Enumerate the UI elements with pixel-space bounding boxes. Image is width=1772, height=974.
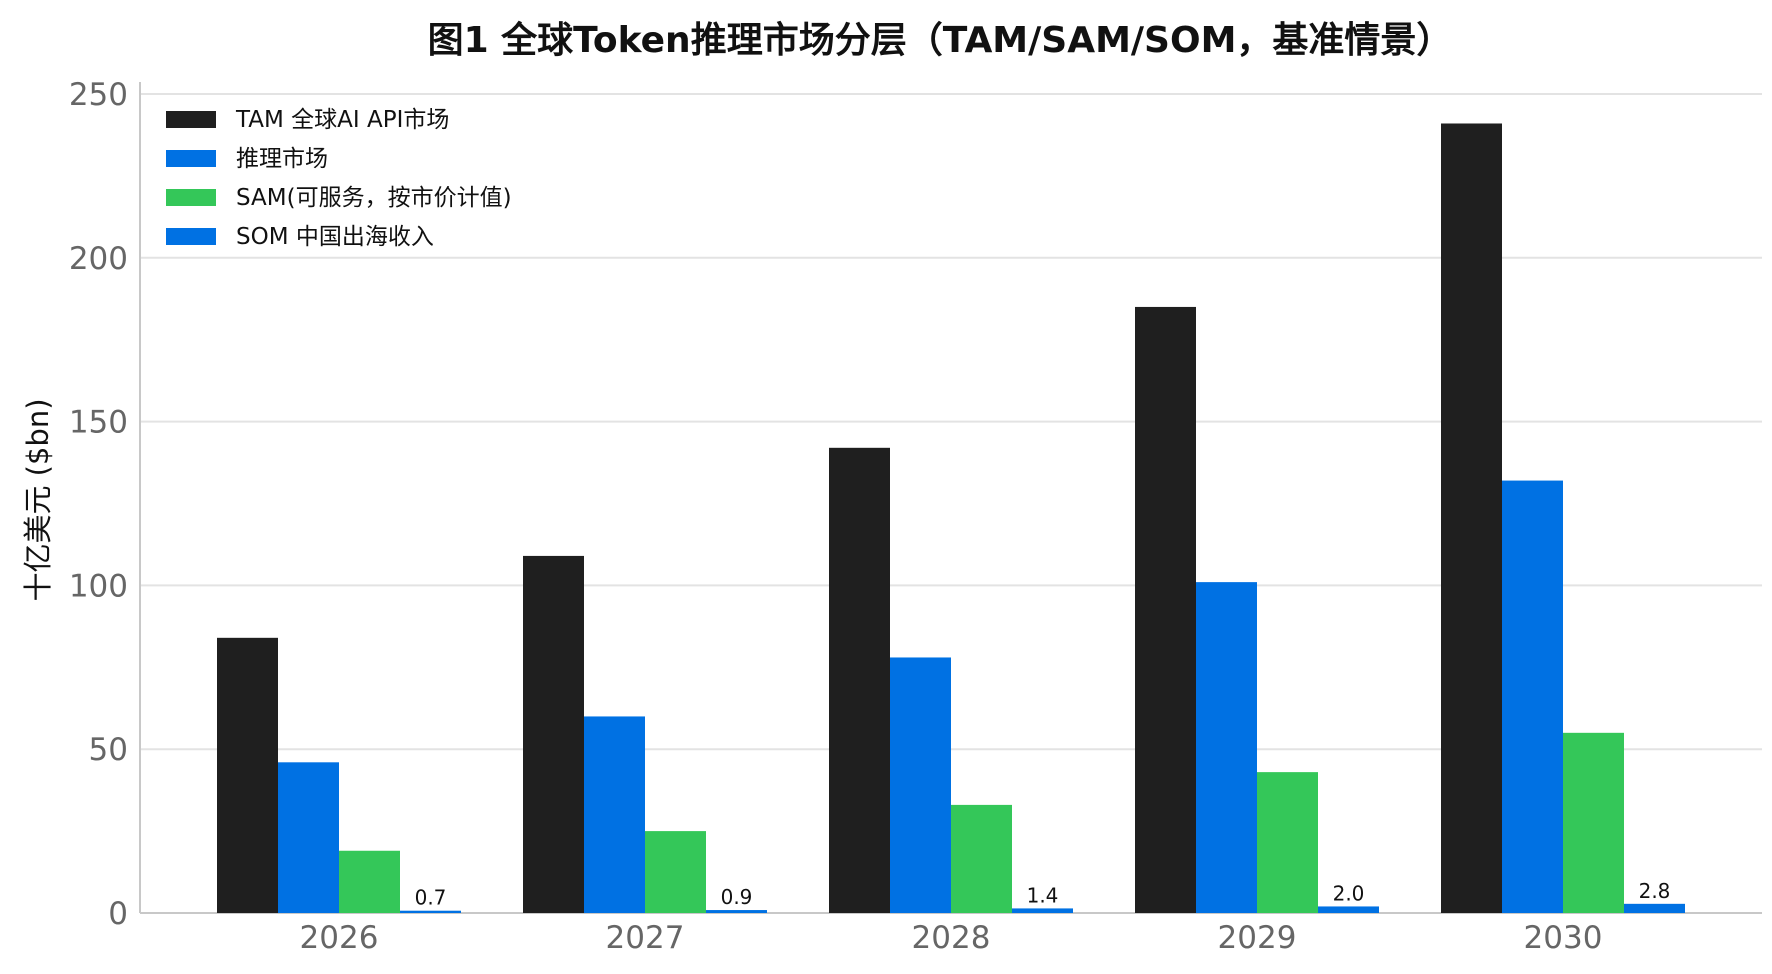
y-tick-label: 50 [89, 732, 128, 768]
bar [951, 804, 1012, 913]
bar [1624, 903, 1685, 913]
y-tick-label: 100 [69, 568, 128, 604]
x-tick-label: 2029 [1218, 920, 1297, 956]
bar [829, 447, 890, 913]
legend-label: TAM 全球AI API市场 [235, 107, 449, 133]
bars [217, 123, 1685, 913]
y-tick-label: 250 [69, 77, 128, 113]
x-tick-label: 2027 [606, 920, 685, 956]
legend-label: SAM(可服务，按市价计值) [236, 185, 512, 211]
bar [339, 850, 400, 913]
data-labels: 0.7 0.9 1.4 2.0 2.8 [415, 879, 1671, 910]
data-label: 0.7 [415, 886, 447, 910]
bar [400, 910, 461, 913]
legend-swatch [166, 150, 216, 167]
y-tick-label: 200 [69, 241, 128, 277]
data-label: 2.8 [1639, 879, 1671, 903]
legend-swatch [166, 228, 216, 245]
x-tick-label: 2028 [912, 920, 991, 956]
legend-swatch [166, 111, 216, 128]
bar [217, 637, 278, 913]
bar [278, 762, 339, 913]
bar [645, 831, 706, 913]
bar [890, 657, 951, 913]
bar [1257, 772, 1318, 913]
bar [523, 555, 584, 913]
y-tick-label: 0 [108, 896, 128, 932]
y-tick-label: 150 [69, 405, 128, 441]
bar [1563, 732, 1624, 913]
bar [1318, 906, 1379, 913]
bar [1135, 306, 1196, 913]
y-axis-label: 十亿美元 ($bn) [21, 398, 55, 601]
data-label: 2.0 [1333, 881, 1365, 905]
bar [706, 910, 767, 913]
bar [584, 716, 645, 913]
legend-label: 推理市场 [236, 146, 328, 172]
bar [1196, 582, 1257, 913]
tick-labels: 0 50 100 150 200 250 2026 2027 2028 2029 2030 [69, 77, 1603, 956]
data-label: 0.9 [721, 885, 753, 909]
chart-title: 图1 全球Token推理市场分层（TAM/SAM/SOM，基准情景） [428, 19, 1453, 61]
legend-label: SOM 中国出海收入 [236, 224, 434, 250]
bar [1012, 908, 1073, 913]
bar [1502, 480, 1563, 913]
data-label: 1.4 [1027, 883, 1059, 907]
x-tick-label: 2026 [300, 920, 379, 956]
x-tick-label: 2030 [1524, 920, 1603, 956]
legend-swatch [166, 189, 216, 206]
bar [1441, 123, 1502, 913]
